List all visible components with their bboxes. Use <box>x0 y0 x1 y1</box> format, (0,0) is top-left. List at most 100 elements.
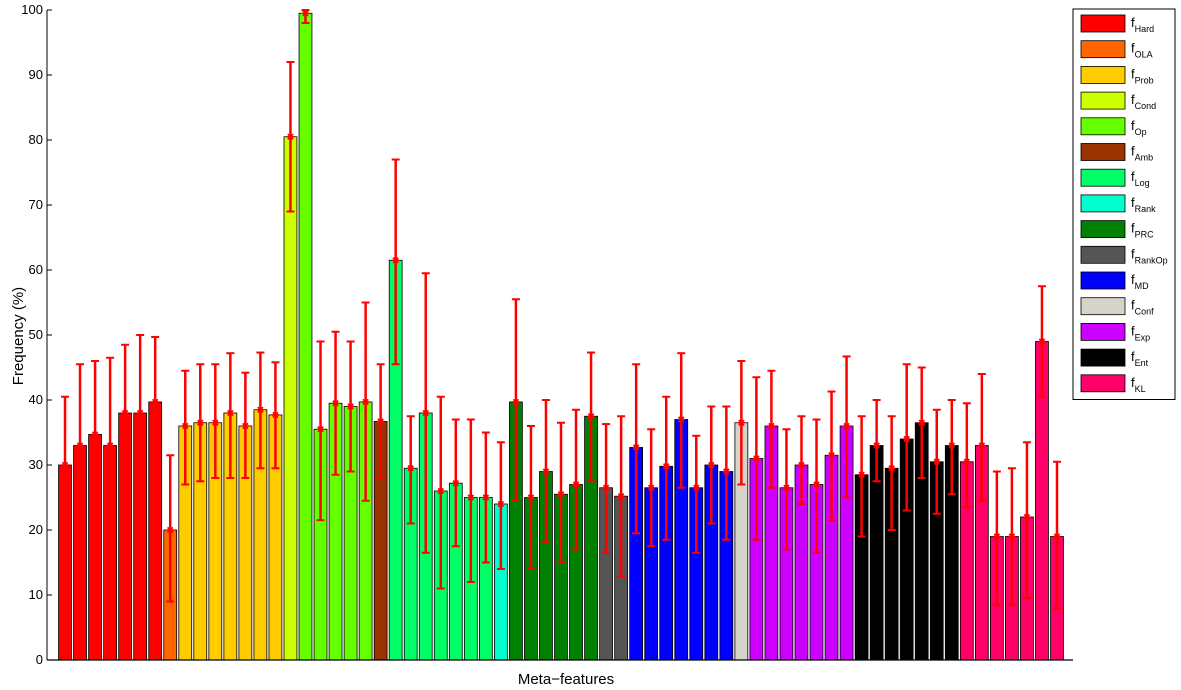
bar <box>88 434 102 661</box>
mean-marker <box>136 409 144 417</box>
legend-label: fOLA <box>1131 41 1153 60</box>
legend-swatch <box>1080 245 1126 264</box>
legend-swatch <box>1080 143 1126 161</box>
legend-swatch <box>1080 322 1126 341</box>
mean-marker <box>317 425 325 433</box>
axes-lines <box>46 10 1073 661</box>
legend-swatch <box>1080 271 1126 290</box>
legend-label: fEnt <box>1131 349 1149 368</box>
y-tick-label: 90 <box>29 67 43 82</box>
mean-marker <box>767 422 775 430</box>
bar <box>298 12 313 661</box>
mean-marker <box>512 398 520 406</box>
bar <box>103 445 117 661</box>
mean-marker <box>332 399 340 407</box>
mean-marker <box>271 411 279 419</box>
legend-label: fProb <box>1131 66 1154 85</box>
mean-marker <box>632 443 640 451</box>
mean-marker <box>1023 513 1031 521</box>
mean-marker <box>587 412 595 420</box>
bar <box>133 412 148 661</box>
y-tick-label: 10 <box>29 587 43 602</box>
legend-swatch <box>1080 117 1126 136</box>
y-tick-label: 70 <box>29 197 43 212</box>
mean-marker <box>888 464 896 472</box>
bar <box>283 136 298 661</box>
mean-marker <box>76 442 84 449</box>
mean-marker <box>181 422 189 430</box>
mean-marker <box>527 494 535 501</box>
mean-marker <box>196 419 204 427</box>
mean-marker <box>61 461 69 469</box>
mean-marker <box>166 526 174 534</box>
mean-marker <box>256 406 264 414</box>
mean-marker <box>377 417 385 425</box>
mean-marker <box>452 479 460 487</box>
mean-marker <box>497 500 505 508</box>
legend-swatch <box>1080 348 1126 367</box>
legend-label: fExp <box>1131 323 1150 342</box>
y-tick-label: 50 <box>29 327 43 342</box>
mean-marker <box>722 468 730 475</box>
y-tick-label: 60 <box>29 262 43 277</box>
bar <box>148 401 163 661</box>
mean-marker <box>572 481 580 488</box>
legend: fHard fOLA fProb fCond fOp fAmb fLog fRank fPRC f… <box>1072 8 1176 400</box>
legend-swatch <box>1080 168 1126 187</box>
mean-marker <box>602 484 610 492</box>
legend-label: fLog <box>1131 169 1150 188</box>
mean-marker <box>662 462 670 470</box>
y-tick-label: 30 <box>29 457 43 472</box>
mean-marker <box>286 133 294 141</box>
y-tick-label: 80 <box>29 132 43 147</box>
bar <box>118 412 132 661</box>
legend-label: fAmb <box>1131 144 1153 163</box>
legend-label: fCond <box>1131 92 1156 111</box>
legend-label: fHard <box>1131 15 1154 34</box>
legend-label: fRankOp <box>1131 246 1168 265</box>
mean-marker <box>797 461 805 469</box>
x-axis-label: Meta−features <box>518 671 614 688</box>
y-tick-label: 20 <box>29 522 43 537</box>
y-axis: 0 10 20 30 40 50 60 70 80 90 100 <box>21 2 52 667</box>
legend-label: fPRC <box>1131 221 1154 240</box>
mean-marker <box>422 409 430 417</box>
mean-marker <box>737 419 745 427</box>
mean-marker <box>542 468 550 475</box>
bar <box>58 464 72 661</box>
legend-label: fConf <box>1131 298 1154 317</box>
mean-marker <box>692 484 700 492</box>
mean-marker <box>828 451 836 459</box>
legend-swatch <box>1080 66 1126 84</box>
mean-marker <box>1008 533 1016 540</box>
legend-swatch <box>1080 14 1126 33</box>
mean-marker <box>301 9 309 17</box>
bar <box>73 445 87 661</box>
legend-swatch <box>1080 374 1126 393</box>
mean-marker <box>557 490 565 498</box>
y-tick-label: 40 <box>29 392 43 407</box>
mean-marker <box>752 455 760 462</box>
mean-marker <box>211 419 219 427</box>
mean-marker <box>813 481 821 488</box>
legend-label: fKL <box>1131 375 1146 394</box>
y-tick-label: 0 <box>36 652 43 667</box>
mean-marker <box>647 484 655 492</box>
mean-marker <box>707 461 715 469</box>
mean-marker <box>106 442 114 449</box>
y-tick-label: 100 <box>21 2 43 17</box>
mean-marker <box>347 403 355 410</box>
mean-marker <box>392 256 400 264</box>
mean-marker <box>948 442 956 449</box>
mean-marker <box>933 458 941 466</box>
mean-marker <box>1053 533 1061 540</box>
mean-marker <box>437 487 445 495</box>
legend-label: fMD <box>1131 272 1149 291</box>
mean-marker <box>873 442 881 449</box>
legend-swatch <box>1080 220 1126 239</box>
legend-swatch <box>1080 91 1126 110</box>
mean-marker <box>121 409 129 417</box>
mean-marker <box>482 494 490 501</box>
mean-marker <box>903 435 911 443</box>
